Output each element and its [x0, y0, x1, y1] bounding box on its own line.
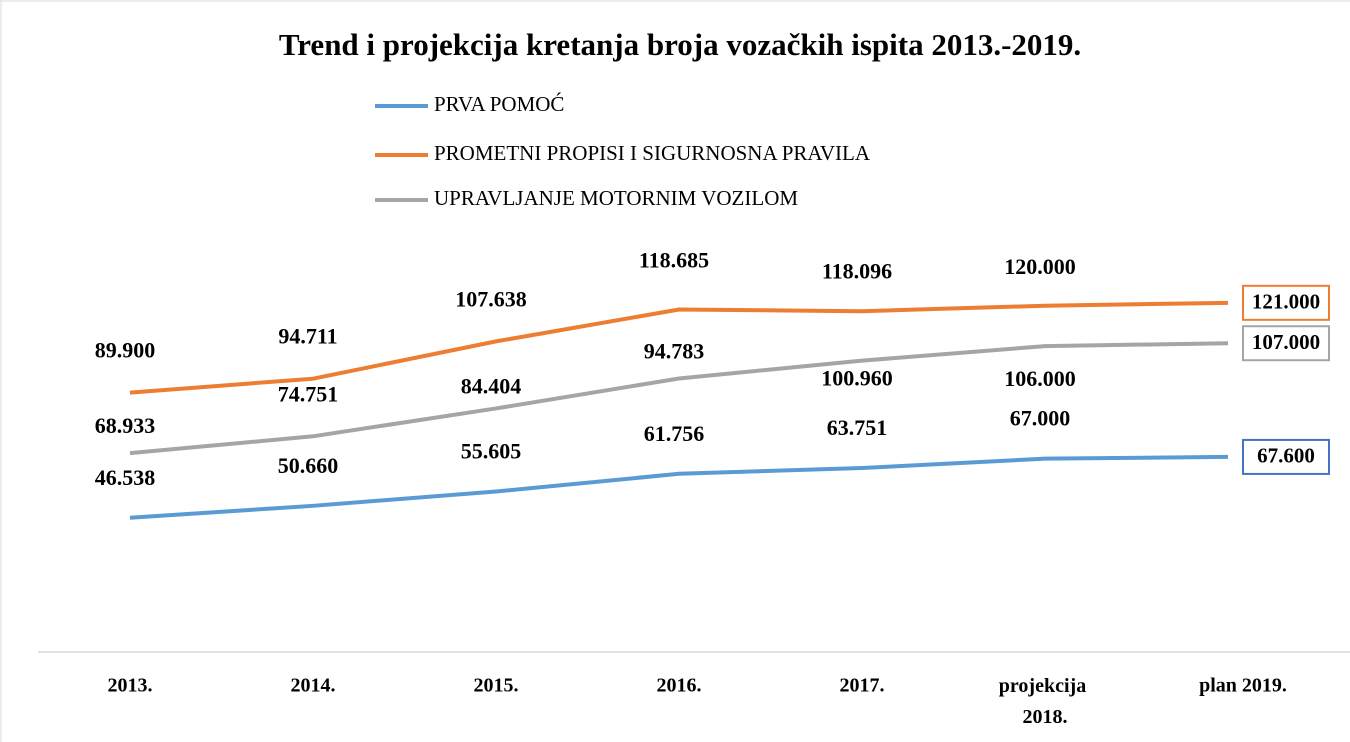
value-label: 94.783	[644, 339, 705, 364]
value-label: 67.000	[1010, 406, 1071, 431]
legend-label: UPRAVLJANJE MOTORNIM VOZILOM	[434, 186, 798, 210]
legend-label: PRVA POMOĆ	[434, 92, 564, 116]
value-label: 107.638	[455, 286, 527, 311]
value-label: 61.756	[644, 421, 705, 446]
value-label-box	[1242, 438, 1330, 475]
x-tick-label: 2016.	[657, 675, 702, 697]
x-tick-label: plan 2019.	[1199, 675, 1287, 697]
x-tick-label-line: projekcija	[999, 675, 1091, 697]
value-label-box	[1242, 325, 1330, 362]
value-label: 50.660	[278, 453, 339, 478]
series-line	[129, 454, 1229, 520]
value-label: 118.685	[639, 248, 709, 273]
value-label: 107.000	[1252, 330, 1320, 354]
series-line	[129, 300, 1229, 395]
value-label: 121.000	[1252, 290, 1320, 314]
value-label: 68.933	[95, 413, 156, 438]
chart-title: Trend i projekcija kretanja broja vozačk…	[279, 27, 1081, 62]
value-label: 89.900	[95, 338, 156, 363]
value-label: 118.096	[822, 258, 892, 283]
value-label: 84.404	[461, 373, 522, 398]
value-label: 67.600	[1257, 444, 1315, 468]
value-label: 100.960	[821, 366, 893, 391]
value-label: 120.000	[1004, 254, 1076, 279]
x-tick-label: 2014.	[291, 675, 336, 697]
legend-label: PROMETNI PROPISI I SIGURNOSNA PRAVILA	[434, 141, 871, 165]
value-label: 74.751	[278, 381, 339, 406]
x-tick-label: 2015.	[474, 675, 519, 697]
x-tick-label-line: 2018.	[1023, 706, 1068, 728]
x-tick-label: projekcija 2018.	[999, 675, 1091, 728]
value-label: 55.605	[461, 439, 522, 464]
value-label: 63.751	[827, 415, 888, 440]
value-label: 46.538	[95, 465, 156, 490]
series-line	[129, 341, 1229, 456]
x-tick-label: 2013.	[108, 675, 153, 697]
value-label: 94.711	[278, 324, 337, 349]
value-label-box	[1242, 284, 1330, 321]
value-label: 106.000	[1004, 366, 1076, 391]
x-tick-label: 2017.	[840, 675, 885, 697]
